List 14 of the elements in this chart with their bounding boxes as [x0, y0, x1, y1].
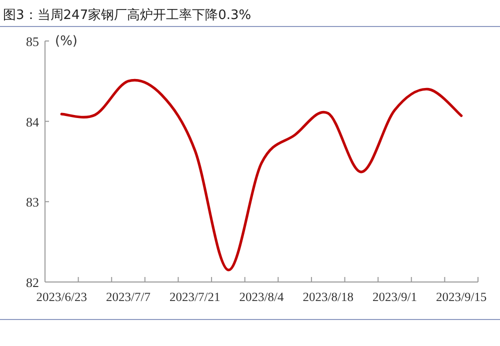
x-tick-label: 2023/8/4	[239, 290, 284, 304]
x-tick-label: 2023/9/1	[372, 290, 417, 304]
y-axis-title: (%)	[55, 34, 78, 49]
y-tick-label: 83	[26, 194, 39, 210]
y-tick-label: 84	[26, 114, 40, 130]
x-tick-label: 2023/6/23	[36, 290, 88, 304]
y-tick-label: 85	[26, 34, 39, 49]
x-tick-label: 2023/8/18	[302, 290, 354, 304]
line-series	[60, 79, 463, 272]
x-tick-label: 2023/7/7	[106, 290, 150, 304]
x-tick-label: 2023/9/15	[436, 290, 487, 304]
x-tick-label: 2023/7/21	[170, 290, 220, 304]
chart-title: 图3：当周247家钢厂高炉开工率下降0.3%	[3, 7, 252, 23]
y-tick-label: 82	[26, 275, 39, 290]
